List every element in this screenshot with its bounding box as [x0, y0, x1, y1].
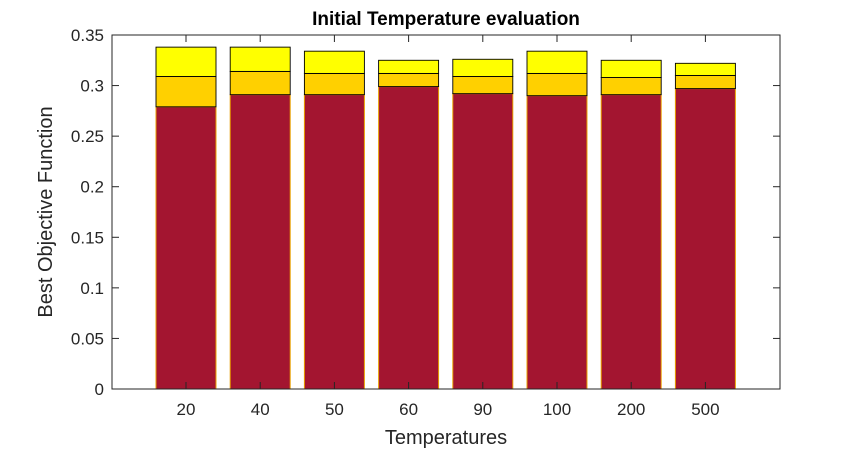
x-tick-label: 20 — [177, 400, 196, 419]
axes-box — [111, 34, 781, 390]
bar-segment-2-60 — [378, 72, 440, 88]
bar-segment-2-90 — [452, 76, 514, 95]
x-tick-label: 500 — [691, 400, 719, 419]
bar-segment-3-20 — [155, 46, 217, 77]
bar-segment-2-200 — [600, 77, 662, 96]
y-tick-label: 0.1 — [80, 279, 104, 298]
x-axis-label: Temperatures — [385, 427, 507, 449]
y-axis-label: Best Objective Function — [35, 106, 57, 317]
axes: 0 0.05 0.1 0.15 0.2 0.25 0.3 0.35 20 40 50 60 90 100 2… — [71, 26, 781, 419]
bar-segment-2-100 — [526, 72, 588, 97]
y-tick-label: 0.2 — [80, 178, 104, 197]
bar-segment-2-40 — [229, 70, 291, 96]
bar-segment-1-60 — [378, 86, 440, 390]
plot-area — [112, 35, 780, 389]
bar-segment-1-500 — [674, 88, 736, 390]
y-tick-label: 0 — [95, 380, 104, 399]
bar-segment-1-40 — [229, 94, 291, 390]
bar-segment-1-100 — [526, 95, 588, 390]
y-tick-label: 0.25 — [71, 127, 104, 146]
y-tick-label: 0.3 — [80, 77, 104, 96]
x-tick-label: 100 — [543, 400, 571, 419]
x-tick-label: 200 — [617, 400, 645, 419]
bar-segment-2-50 — [303, 72, 365, 96]
bar-segment-1-50 — [303, 94, 365, 390]
bar-segment-2-500 — [674, 75, 736, 90]
bar-segment-1-20 — [155, 106, 217, 390]
bar-segment-1-200 — [600, 94, 662, 390]
x-tick-label: 90 — [473, 400, 492, 419]
x-tick-label: 40 — [251, 400, 270, 419]
bar-segment-3-60 — [378, 59, 440, 74]
bar-segment-3-40 — [229, 46, 291, 72]
y-tick-label: 0.15 — [71, 228, 104, 247]
bar-segment-3-100 — [526, 50, 588, 74]
bars-layer — [155, 46, 736, 390]
y-tick-label: 0.05 — [71, 329, 104, 348]
chart-title: Initial Temperature evaluation — [312, 9, 580, 30]
bar-segment-3-90 — [452, 58, 514, 77]
bar-segment-3-500 — [674, 62, 736, 76]
x-tick-label: 60 — [399, 400, 418, 419]
x-tick-label: 50 — [325, 400, 344, 419]
bar-segment-3-50 — [303, 50, 365, 74]
y-tick-label: 0.35 — [71, 26, 104, 45]
bar-segment-3-200 — [600, 59, 662, 78]
bar-segment-2-20 — [155, 76, 217, 108]
bar-segment-1-90 — [452, 93, 514, 390]
